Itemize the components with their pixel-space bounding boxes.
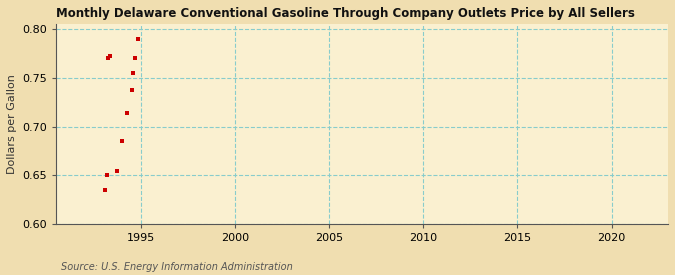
Point [126, 88, 137, 93]
Point [99, 188, 110, 192]
Point [132, 36, 143, 41]
Text: Monthly Delaware Conventional Gasoline Through Company Outlets Price by All Sell: Monthly Delaware Conventional Gasoline T… [56, 7, 635, 20]
Point [112, 168, 123, 173]
Point [101, 173, 112, 178]
Point [103, 56, 113, 60]
Point [122, 111, 132, 115]
Y-axis label: Dollars per Gallon: Dollars per Gallon [7, 74, 17, 174]
Point [130, 56, 140, 60]
Point [117, 139, 128, 143]
Point [104, 54, 115, 58]
Text: Source: U.S. Energy Information Administration: Source: U.S. Energy Information Administ… [61, 262, 292, 272]
Point [128, 71, 138, 75]
